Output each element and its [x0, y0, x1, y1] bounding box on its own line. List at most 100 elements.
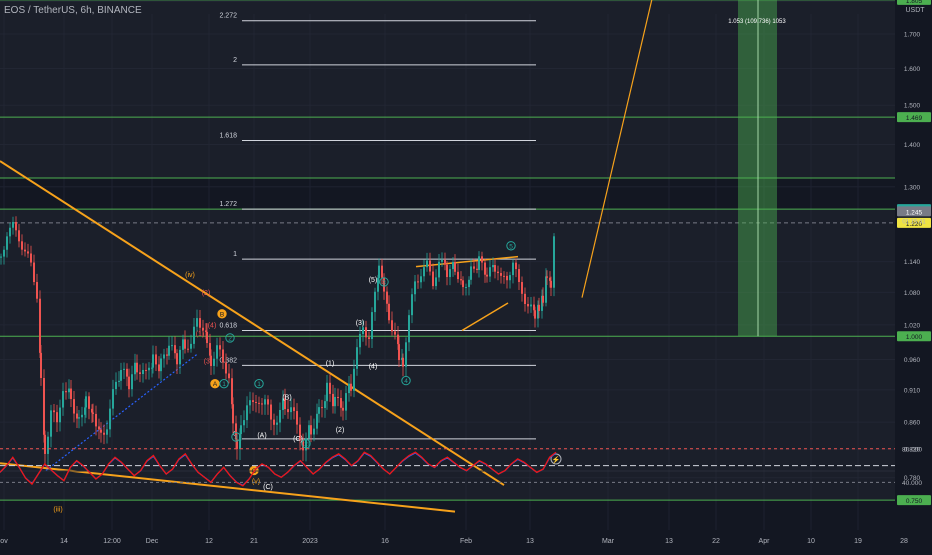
candle-body — [252, 400, 254, 402]
time-tick: 13 — [526, 538, 534, 545]
wave-label: (4) — [369, 363, 378, 370]
candle-body — [232, 404, 234, 424]
candle-body — [383, 277, 385, 292]
candle-body — [39, 298, 41, 353]
fib-label: 1.272 — [219, 201, 237, 208]
candle-body — [534, 310, 536, 319]
price-label-box — [897, 495, 931, 506]
chart-title: EOS / TetherUS, 6h, BINANCE — [4, 5, 142, 16]
candle-body — [236, 439, 238, 449]
wave-circle — [379, 277, 389, 287]
candle-body — [279, 410, 281, 423]
candle-body — [432, 271, 434, 287]
candle-body — [151, 367, 153, 369]
candle-body — [50, 410, 52, 437]
candle-body — [293, 407, 295, 412]
price-tick: 0.780 — [904, 475, 921, 482]
wave-circle-label: 2 — [304, 441, 308, 448]
candle-body — [148, 367, 150, 371]
candle-body — [24, 249, 26, 252]
candle-body — [187, 348, 189, 350]
candle-body — [184, 339, 186, 349]
candle-body — [518, 269, 520, 283]
candle-body — [193, 326, 195, 344]
candle-body — [76, 413, 78, 419]
fib-label: 1.618 — [219, 132, 237, 139]
candle-body — [88, 396, 90, 409]
candle-body — [429, 260, 431, 272]
candle-body — [457, 271, 459, 280]
candle-body — [308, 425, 310, 439]
candle-body — [27, 251, 29, 254]
candle-body — [142, 369, 144, 375]
fib-label: 0.382 — [219, 357, 237, 364]
candle-body — [98, 426, 100, 430]
wave-label: (1) — [196, 331, 205, 338]
candle-body — [408, 315, 410, 343]
wave-label: (B) — [282, 394, 291, 401]
time-tick: 19 — [854, 538, 862, 545]
candle-body — [411, 294, 413, 316]
candle-body — [70, 388, 72, 400]
candle-body — [402, 357, 404, 367]
candle-body — [462, 280, 464, 288]
candle-body — [68, 388, 70, 393]
candle-body — [176, 353, 178, 365]
candle-body — [267, 399, 269, 405]
candle-body — [139, 372, 141, 375]
candle-body — [362, 327, 364, 335]
time-tick: 13 — [665, 538, 673, 545]
wave-circle — [219, 378, 229, 389]
candle-body — [152, 354, 154, 368]
candle-body — [9, 227, 11, 237]
trendline-upper — [0, 160, 505, 486]
candle-body — [100, 429, 102, 433]
wave-circle — [210, 378, 220, 389]
candle-body — [377, 277, 379, 292]
candle-body — [391, 320, 393, 332]
candle-body — [205, 330, 207, 332]
candle-body — [56, 412, 58, 423]
wave-circle-label: 5 — [509, 243, 513, 250]
price-label-box — [897, 217, 931, 228]
price-tick: 0.960 — [904, 357, 921, 364]
candle-body — [62, 391, 64, 408]
wave-circle-label: 2 — [228, 335, 232, 342]
wave-label: (5) — [369, 277, 378, 284]
candle-body — [454, 262, 456, 272]
candle-body — [115, 381, 117, 390]
price-tick: 1.400 — [904, 142, 921, 149]
candle-body — [542, 295, 544, 303]
candle-body — [210, 355, 212, 366]
fib-label: 1 — [233, 251, 237, 258]
candle-body — [240, 425, 242, 435]
candle-body — [337, 396, 339, 399]
candle-body — [313, 428, 315, 435]
candle-body — [452, 262, 454, 270]
price-label: 1.220 — [906, 221, 923, 228]
candle-body — [329, 382, 331, 394]
candle-body — [136, 362, 138, 373]
countdown-label: 01:15:41 — [902, 219, 926, 225]
candle-body — [318, 407, 320, 414]
candle-body — [287, 409, 289, 413]
price-tick: 1.600 — [904, 66, 921, 73]
candle-body — [365, 327, 367, 338]
wave-label: (1) — [326, 360, 335, 367]
candle-body — [324, 401, 326, 408]
candle-body — [44, 434, 46, 454]
candle-body — [258, 402, 260, 404]
candle-body — [123, 368, 125, 370]
candle-body — [489, 267, 491, 277]
candle-body — [202, 327, 204, 331]
candle-body — [182, 339, 184, 350]
axis-unit: USDT — [905, 7, 925, 14]
time-tick: ov — [0, 538, 8, 545]
candle-body — [334, 396, 336, 407]
candle-body — [209, 343, 211, 356]
candle-body — [481, 256, 483, 263]
candle-body — [249, 400, 251, 406]
candle-body — [91, 408, 93, 413]
candle-body — [296, 411, 298, 425]
